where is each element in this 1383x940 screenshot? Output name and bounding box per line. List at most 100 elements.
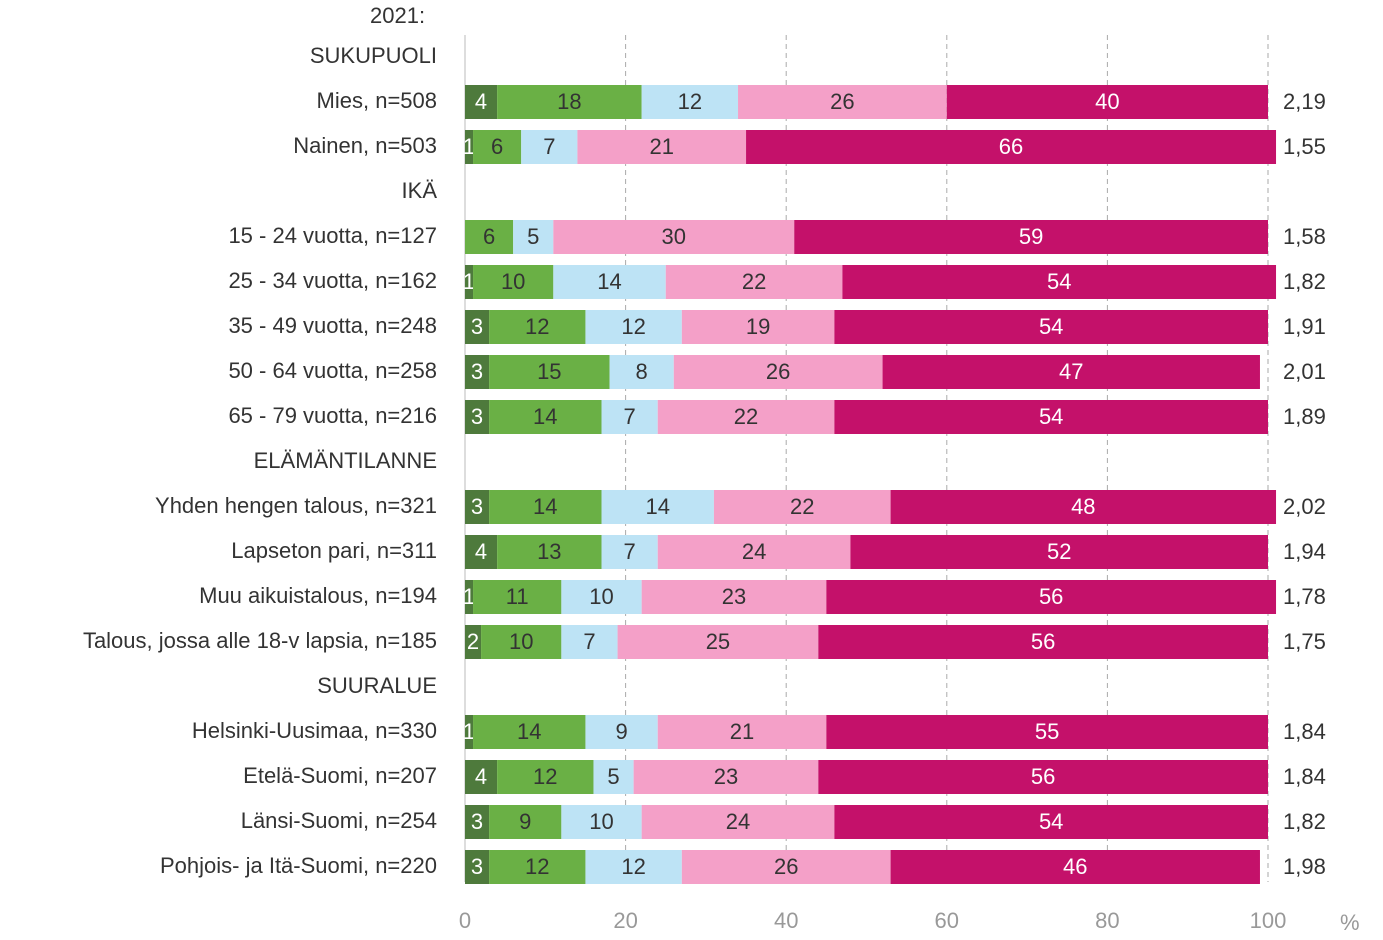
bar-segment bbox=[601, 490, 714, 524]
bar-segment bbox=[497, 760, 594, 794]
bar-segment bbox=[465, 850, 490, 884]
bar-segment bbox=[946, 85, 1268, 119]
data-label: 8 bbox=[636, 359, 648, 384]
mean-label: 1,98 bbox=[1283, 854, 1326, 879]
category-label: IKÄ bbox=[402, 178, 438, 203]
data-label: 55 bbox=[1035, 719, 1059, 744]
data-label: 12 bbox=[678, 89, 702, 114]
data-label: 6 bbox=[491, 134, 503, 159]
data-label: 40 bbox=[1095, 89, 1119, 114]
data-label: 9 bbox=[615, 719, 627, 744]
category-label: SUKUPUOLI bbox=[310, 43, 437, 68]
data-label: 1 bbox=[463, 719, 475, 744]
data-label: 10 bbox=[589, 809, 613, 834]
data-label: 3 bbox=[471, 314, 483, 339]
bar-segment bbox=[513, 220, 554, 254]
mean-label: 1,82 bbox=[1283, 809, 1326, 834]
bar-segment bbox=[834, 805, 1268, 839]
data-label: 7 bbox=[623, 539, 635, 564]
data-label: 21 bbox=[649, 134, 673, 159]
bar-segment bbox=[465, 220, 514, 254]
bar-segment bbox=[641, 580, 827, 614]
bar-segment bbox=[657, 715, 827, 749]
mean-label: 2,02 bbox=[1283, 494, 1326, 519]
data-label: 1 bbox=[463, 269, 475, 294]
bar-segment bbox=[609, 355, 674, 389]
bar-segment bbox=[473, 715, 586, 749]
bar-segment bbox=[561, 805, 642, 839]
data-label: 3 bbox=[471, 854, 483, 879]
data-label: 10 bbox=[589, 584, 613, 609]
x-tick-label: 20 bbox=[613, 908, 637, 933]
bar-segment bbox=[465, 715, 474, 749]
data-label: 13 bbox=[537, 539, 561, 564]
bar-segment bbox=[890, 490, 1277, 524]
bar-segment bbox=[890, 850, 1260, 884]
data-label: 1 bbox=[463, 134, 475, 159]
data-label: 4 bbox=[475, 539, 487, 564]
bar-segment bbox=[465, 310, 490, 344]
bar-segment bbox=[794, 220, 1268, 254]
category-label: Muu aikuistalous, n=194 bbox=[199, 583, 437, 608]
bar-segment bbox=[601, 400, 658, 434]
data-label: 22 bbox=[742, 269, 766, 294]
data-label: 54 bbox=[1039, 404, 1063, 429]
data-label: 12 bbox=[621, 854, 645, 879]
data-label: 26 bbox=[766, 359, 790, 384]
data-label: 22 bbox=[790, 494, 814, 519]
data-label: 14 bbox=[597, 269, 621, 294]
category-label: ELÄMÄNTILANNE bbox=[254, 448, 437, 473]
bar-segment bbox=[585, 310, 682, 344]
mean-label: 1,78 bbox=[1283, 584, 1326, 609]
data-label: 54 bbox=[1047, 269, 1071, 294]
data-label: 30 bbox=[662, 224, 686, 249]
mean-label: 1,84 bbox=[1283, 764, 1326, 789]
category-label: Lapseton pari, n=311 bbox=[231, 538, 437, 563]
category-label: 50 - 64 vuotta, n=258 bbox=[228, 358, 437, 383]
category-label: 15 - 24 vuotta, n=127 bbox=[228, 223, 437, 248]
bar-segment bbox=[713, 490, 891, 524]
data-label: 12 bbox=[533, 764, 557, 789]
data-label: 59 bbox=[1019, 224, 1043, 249]
data-label: 26 bbox=[774, 854, 798, 879]
bar-segment bbox=[882, 355, 1260, 389]
bar-segment bbox=[553, 265, 666, 299]
bar-segment bbox=[465, 130, 474, 164]
data-label: 66 bbox=[999, 134, 1023, 159]
data-label: 24 bbox=[742, 539, 766, 564]
bar-segment bbox=[601, 535, 658, 569]
data-label: 11 bbox=[506, 584, 529, 609]
x-tick-label: 80 bbox=[1095, 908, 1119, 933]
bar-segment bbox=[521, 130, 578, 164]
data-label: 4 bbox=[475, 764, 487, 789]
bar-segment bbox=[641, 805, 835, 839]
bar-segment bbox=[738, 85, 947, 119]
data-label: 5 bbox=[607, 764, 619, 789]
bar-segment bbox=[746, 130, 1277, 164]
bar-segment bbox=[633, 760, 819, 794]
mean-label: 2,01 bbox=[1283, 359, 1326, 384]
bar-segment bbox=[465, 355, 490, 389]
bar-segment bbox=[681, 310, 835, 344]
bar-segment bbox=[465, 265, 474, 299]
bar-segment bbox=[561, 625, 618, 659]
bar-segment bbox=[641, 85, 739, 119]
bar-segment bbox=[577, 130, 747, 164]
bar-segment bbox=[481, 625, 562, 659]
mean-label: 1,55 bbox=[1283, 134, 1326, 159]
mean-label: 1,91 bbox=[1283, 314, 1326, 339]
data-label: 3 bbox=[471, 809, 483, 834]
bar-segment bbox=[465, 625, 482, 659]
mean-label: 1,58 bbox=[1283, 224, 1326, 249]
category-label: 35 - 49 vuotta, n=248 bbox=[228, 313, 437, 338]
category-label: Mies, n=508 bbox=[317, 88, 437, 113]
category-label: 65 - 79 vuotta, n=216 bbox=[228, 403, 437, 428]
category-label: Länsi-Suomi, n=254 bbox=[241, 808, 437, 833]
data-label: 56 bbox=[1039, 584, 1063, 609]
category-label: Helsinki-Uusimaa, n=330 bbox=[192, 718, 437, 743]
data-label: 18 bbox=[557, 89, 581, 114]
data-label: 7 bbox=[623, 404, 635, 429]
data-label: 54 bbox=[1039, 314, 1063, 339]
category-label: Yhden hengen talous, n=321 bbox=[155, 493, 437, 518]
bar-segment bbox=[681, 850, 891, 884]
